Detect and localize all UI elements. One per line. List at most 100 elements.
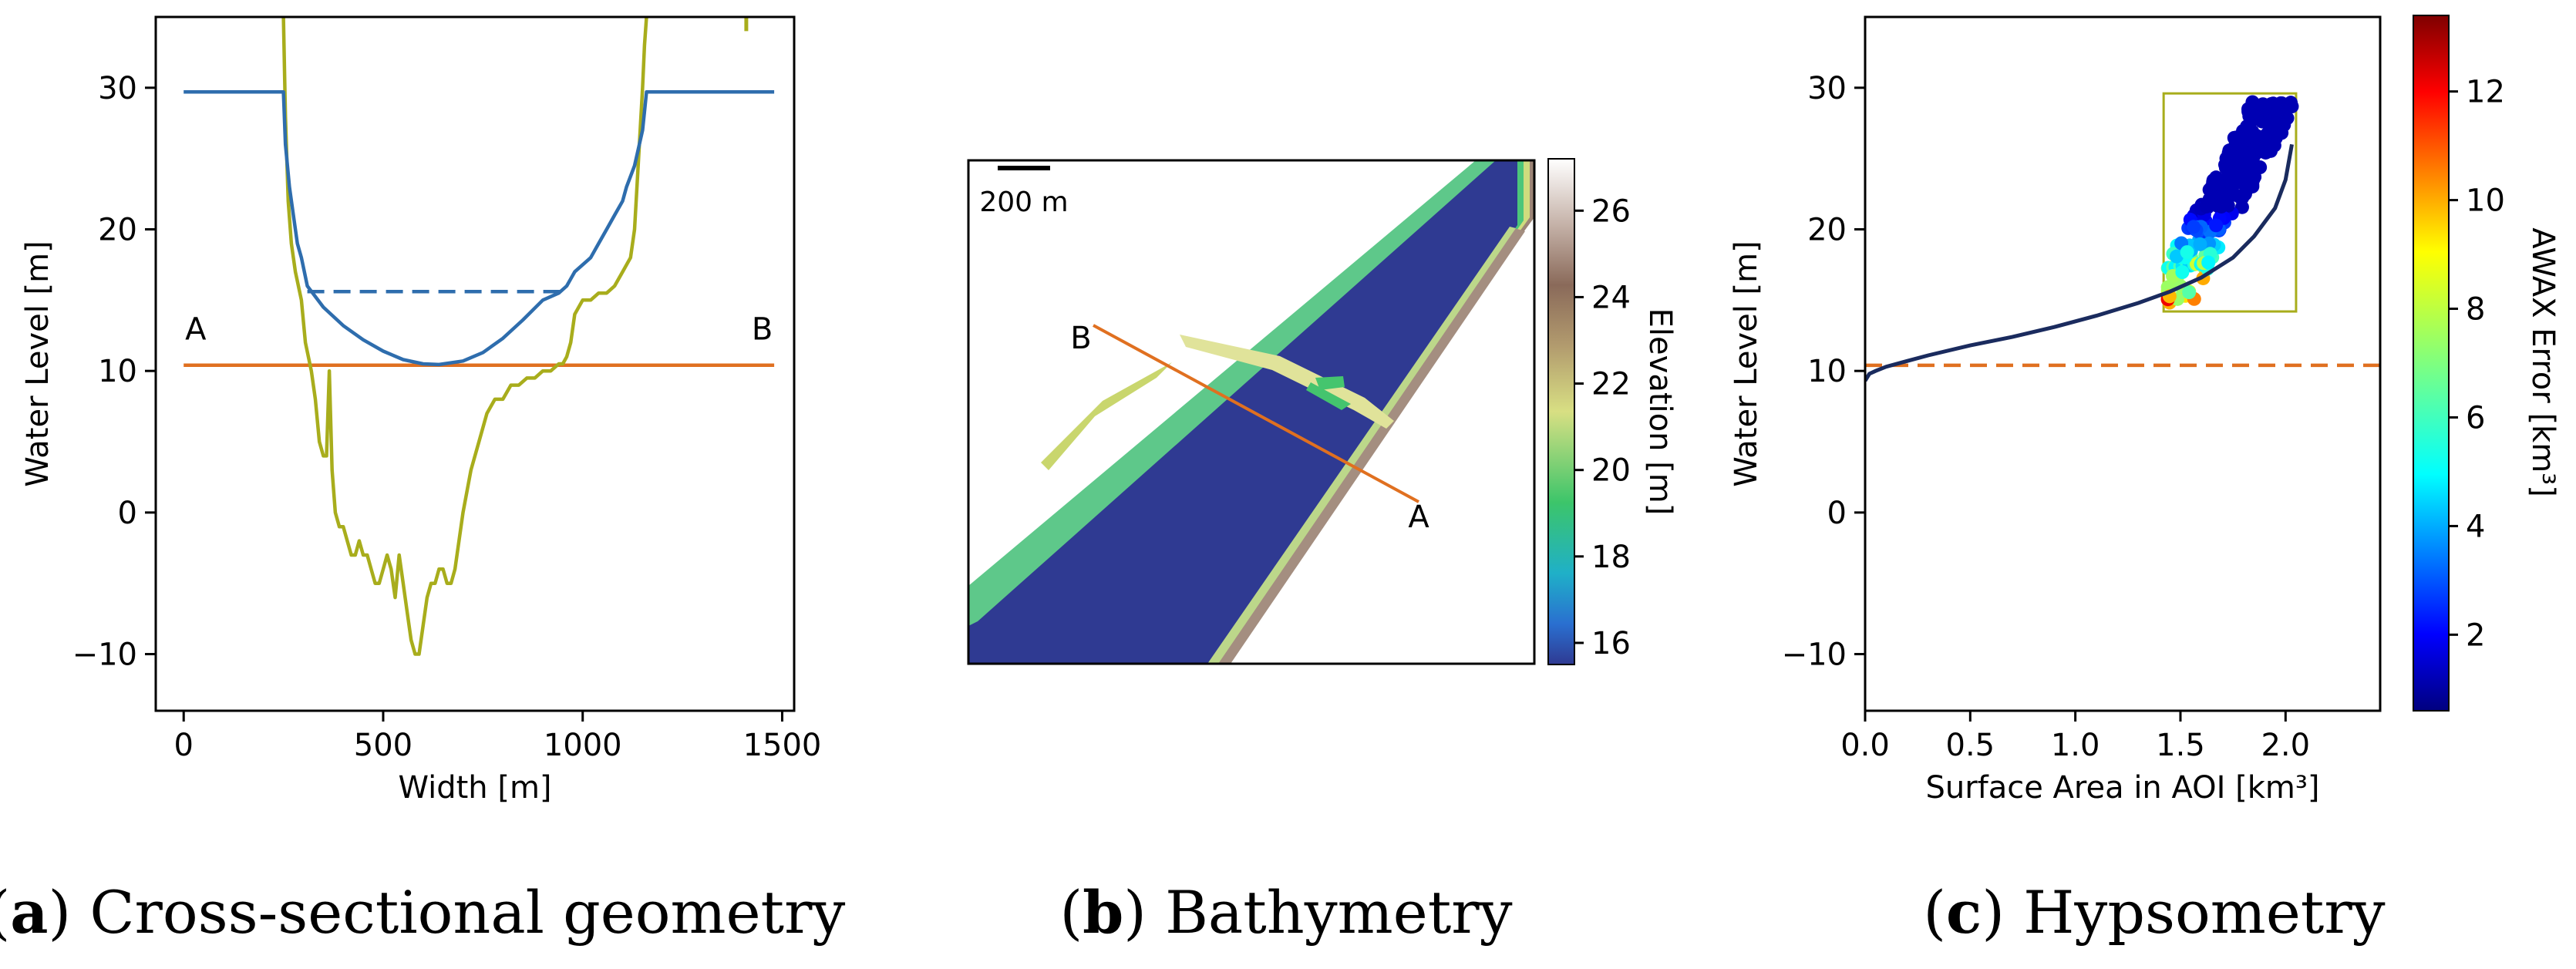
scatter-point xyxy=(2169,249,2184,264)
hypsometric-curve xyxy=(1865,143,2294,382)
scatter-point xyxy=(2199,199,2214,214)
scale-bar-label: 200 m xyxy=(979,187,1068,218)
point-label-a: A xyxy=(185,311,207,347)
scatter-point xyxy=(2235,176,2250,190)
x-tick-label: 1500 xyxy=(743,728,822,763)
y-tick-label: 10 xyxy=(98,354,137,389)
scatter-point xyxy=(2233,189,2248,204)
scatter-point xyxy=(2244,106,2258,121)
scatter-point xyxy=(2216,174,2231,189)
x-tick-label: 0 xyxy=(173,728,193,763)
x-tick-label: 0.5 xyxy=(1946,728,1995,763)
colorbar-tick-label: 18 xyxy=(1591,540,1631,575)
river-channel xyxy=(968,160,1517,664)
error-colorbar xyxy=(2413,15,2450,712)
caption-a-text: Cross-sectional geometry xyxy=(71,878,845,947)
panel-a: 0 500 1000 1500 −10 0 10 20 30 Width [m] Water L… xyxy=(20,15,822,806)
panel-c-ylabel: Water Level [m] xyxy=(1729,241,1764,486)
x-tick-label: 500 xyxy=(354,728,412,763)
colorbar-tick-label: 2 xyxy=(2466,617,2485,653)
scatter-point xyxy=(2201,255,2216,270)
colorbar-tick-label: 24 xyxy=(1591,280,1631,315)
scatter-point xyxy=(2248,170,2262,184)
y-tick-label: 20 xyxy=(98,213,137,248)
observation-box xyxy=(2162,92,2298,313)
caption-b-text: Bathymetry xyxy=(1147,878,1513,947)
scatter-point xyxy=(2250,129,2265,143)
island xyxy=(1315,376,1345,390)
x-tick-label: 1000 xyxy=(544,728,622,763)
series-blue-solid xyxy=(184,90,775,367)
panel-c-ticks: 0.0 0.5 1.0 1.5 2.0 −10 0 10 20 30 xyxy=(1782,71,2311,763)
y-tick-label: −10 xyxy=(72,638,137,673)
scatter-point xyxy=(2266,96,2281,111)
error-colorbar-label: AWAX Error [km³] xyxy=(2525,227,2561,497)
left-bank-sand xyxy=(1041,362,1172,470)
panel-a-frame xyxy=(154,15,796,712)
scatter-point xyxy=(2253,142,2268,156)
right-bank-green xyxy=(1207,227,1516,664)
caption-c: (c) Hypsometry xyxy=(1923,878,2385,947)
bathymetry-map xyxy=(968,160,1534,664)
y-tick-label: 10 xyxy=(1807,354,1847,389)
caption-c-text: Hypsometry xyxy=(2005,878,2386,947)
colorbar-tick-label: 6 xyxy=(2466,400,2485,436)
colorbar-tick-label: 16 xyxy=(1591,626,1631,661)
caption-a: (a) Cross-sectional geometry xyxy=(0,878,845,947)
series-bed-profile xyxy=(281,17,648,656)
panel-a-ylabel: Water Level [m] xyxy=(20,241,56,486)
panel-b-frame xyxy=(967,159,1536,665)
y-tick-label: 30 xyxy=(1807,71,1847,106)
scatter-point xyxy=(2186,220,2201,234)
panel-c-xlabel: Surface Area in AOI [km³] xyxy=(1925,770,2319,806)
x-tick-label: 2.0 xyxy=(2261,728,2310,763)
elevation-colorbar xyxy=(1547,158,1575,665)
panel-a-plot-area xyxy=(184,17,775,656)
scatter-point xyxy=(2214,199,2229,214)
scatter-point xyxy=(2175,265,2190,280)
scatter-points xyxy=(2160,95,2299,310)
colorbar-tick-label: 10 xyxy=(2466,183,2505,219)
sandbar-green xyxy=(1306,382,1351,410)
panel-a-xlabel: Width [m] xyxy=(398,770,551,806)
x-tick-label: 0.0 xyxy=(1840,728,1890,763)
point-label-b: B xyxy=(752,311,773,347)
caption-b: (b) Bathymetry xyxy=(1059,878,1512,947)
colorbar-tick-label: 20 xyxy=(1591,453,1631,489)
y-tick-label: 20 xyxy=(1807,213,1847,248)
caption-c-letter: c xyxy=(1946,878,1982,947)
caption-a-letter: a xyxy=(10,878,48,947)
panel-c: 0.0 0.5 1.0 1.5 2.0 −10 0 10 20 30 Surface Area i… xyxy=(1729,15,2561,806)
colorbar-tick-label: 12 xyxy=(2466,75,2505,110)
panel-c-plot-area xyxy=(1865,92,2380,382)
scatter-point xyxy=(2218,160,2233,175)
panel-a-ticks: 0 500 1000 1500 −10 0 10 20 30 xyxy=(72,71,822,763)
colorbar-tick-label: 8 xyxy=(2466,292,2485,328)
elevation-colorbar-label: Elevation [m] xyxy=(1642,308,1678,516)
transect-line xyxy=(1093,324,1419,503)
panel-b: B A 200 m 16 18 20 22 24 26 Elevation [m] xyxy=(967,158,1678,665)
left-bank-fringe xyxy=(968,160,1496,626)
x-tick-label: 1.5 xyxy=(2156,728,2205,763)
scatter-point xyxy=(2241,146,2256,160)
scatter-point xyxy=(2284,99,2298,114)
y-tick-label: −10 xyxy=(1782,638,1847,673)
elevation-colorbar-ticks: 16 18 20 22 24 26 xyxy=(1574,193,1631,661)
scatter-point xyxy=(2193,237,2207,251)
scatter-point xyxy=(2222,143,2237,158)
transect-label-a: A xyxy=(1408,500,1429,535)
scatter-point xyxy=(2180,245,2194,260)
panel-c-frame xyxy=(1864,15,2382,712)
colorbar-tick-label: 4 xyxy=(2466,509,2485,544)
scatter-point xyxy=(2209,218,2224,233)
colorbar-tick-label: 26 xyxy=(1591,193,1631,229)
error-colorbar-ticks: 2 4 6 8 10 12 xyxy=(2449,75,2505,653)
y-tick-label: 30 xyxy=(98,71,137,106)
y-tick-label: 0 xyxy=(118,496,137,531)
sandbar xyxy=(1180,335,1394,429)
transect-label-b: B xyxy=(1070,321,1091,356)
caption-b-letter: b xyxy=(1083,878,1123,947)
scatter-point xyxy=(2182,285,2197,300)
